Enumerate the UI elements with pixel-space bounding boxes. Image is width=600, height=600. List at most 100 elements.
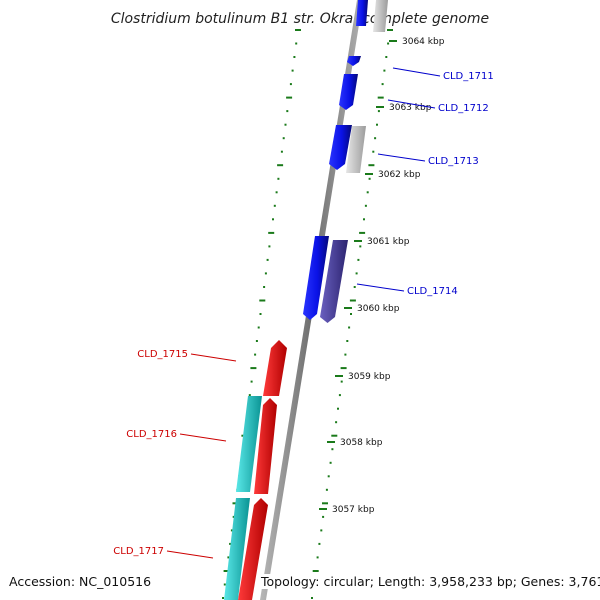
tick-mark-left	[280, 150, 283, 153]
tick-mark-right	[376, 123, 378, 126]
tick-mark-left	[266, 258, 269, 261]
tick-mark-right	[366, 191, 369, 194]
gene-label-leader	[190, 353, 237, 362]
tick-mark-right	[363, 218, 365, 221]
tick-major	[354, 240, 362, 242]
tick-mark-right	[344, 353, 347, 356]
tick-mark-right	[335, 421, 338, 424]
tick-label: 3060 kbp	[357, 304, 400, 314]
tick-mark-left	[250, 380, 253, 383]
tick-mark-right	[322, 515, 325, 518]
tick-major	[335, 375, 343, 377]
tick-mark-right	[311, 597, 313, 599]
tick-mark-left	[255, 340, 258, 342]
tick-mark-left	[222, 597, 224, 599]
tick-mark-left	[273, 204, 276, 207]
tick-mark-right	[350, 313, 352, 315]
tick-mark-right	[322, 502, 328, 505]
tick-major	[389, 40, 397, 42]
gene-label: CLD_1712	[438, 103, 489, 114]
tick-mark-left	[291, 69, 294, 72]
gene-label-leader	[387, 99, 436, 109]
gene-feature-reverse	[263, 340, 287, 396]
tick-mark-right	[338, 394, 341, 397]
tick-mark-left	[227, 556, 230, 559]
tick-mark-right	[320, 529, 323, 532]
tick-label: 3061 kbp	[367, 237, 410, 247]
tick-mark-right	[325, 488, 328, 491]
tick-mark-left	[295, 29, 301, 31]
tick-mark-left	[229, 542, 232, 545]
tick-mark-right	[348, 326, 351, 329]
topology-text: Topology: circular; Length: 3,958,233 bp…	[259, 574, 600, 589]
gene-feature-reverse	[238, 498, 268, 600]
tick-mark-left	[268, 231, 275, 234]
tick-mark-right	[327, 475, 330, 478]
tick-mark-left	[263, 286, 266, 288]
tick-mark-right	[355, 272, 358, 275]
tick-label: 3057 kbp	[332, 505, 375, 515]
tick-mark-right	[359, 245, 362, 248]
tick-mark-right	[383, 69, 386, 72]
gene-label-leader	[179, 433, 227, 442]
gene-label: CLD_1716	[126, 429, 177, 440]
tick-mark-right	[331, 448, 334, 451]
tick-mark-left	[223, 570, 230, 572]
tick-mark-left	[272, 218, 274, 221]
tick-mark-right	[387, 29, 393, 31]
gene-label: CLD_1714	[407, 286, 458, 297]
tick-label: 3058 kbp	[340, 438, 383, 448]
tick-mark-right	[329, 461, 332, 464]
tick-mark-right	[377, 96, 384, 99]
tick-mark-right	[337, 407, 339, 410]
tick-mark-right	[374, 137, 377, 140]
tick-mark-right	[372, 150, 375, 153]
gene-feature-reverse	[254, 398, 277, 494]
gene-label: CLD_1711	[443, 71, 494, 82]
gene-label: CLD_1717	[113, 546, 164, 557]
tick-major	[344, 307, 352, 309]
tick-mark-right	[368, 164, 375, 167]
tick-mark-left	[289, 83, 292, 86]
gene-feature-forward	[339, 74, 358, 110]
tick-mark-left	[277, 164, 284, 167]
tick-mark-right	[381, 83, 384, 86]
tick-mark-left	[286, 110, 289, 113]
gene-label-leader	[377, 153, 426, 162]
tick-mark-left	[248, 394, 251, 397]
tick-mark-right	[340, 367, 347, 370]
tick-mark-left	[232, 515, 235, 518]
tick-mark-right	[312, 570, 319, 572]
labels: CLD_1711 CLD_1712 CLD_1713 CLD_1714 CLD_1715…	[113, 67, 494, 559]
gene-feature-forward	[356, 0, 368, 26]
gene-feature-pseudo	[346, 126, 366, 173]
tick-label: 3064 kbp	[402, 37, 445, 47]
tick-mark-right	[368, 177, 371, 180]
tick-mark-left	[293, 56, 296, 58]
tick-mark-right	[377, 110, 380, 113]
accession-text: Accession: NC_010516	[7, 574, 154, 589]
tick-major	[327, 441, 335, 443]
tick-mark-left	[286, 96, 293, 99]
tick-mark-left	[277, 177, 280, 180]
tick-major	[365, 173, 373, 175]
gene-feature-forward-alt	[320, 240, 348, 323]
tick-mark-left	[295, 42, 298, 45]
tick-mark-left	[264, 272, 267, 275]
tick-mark-left	[259, 299, 266, 302]
tick-label: 3062 kbp	[378, 170, 421, 180]
tick-major	[319, 508, 327, 510]
gene-feature-pseudo	[373, 0, 388, 32]
gene-label: CLD_1715	[137, 349, 188, 360]
tick-mark-right	[346, 340, 349, 342]
tick-marks: 3064 kbp 3063 kbp 3062 kbp 3061 kbp 3060 kbp…	[222, 29, 445, 599]
gene-features	[224, 0, 388, 600]
gene-label-leader	[166, 550, 214, 559]
tick-mark-left	[282, 137, 285, 140]
tick-mark-right	[331, 434, 338, 437]
gene-feature-reverse-alt	[236, 396, 262, 492]
tick-mark-left	[254, 353, 257, 356]
tick-mark-left	[230, 529, 233, 532]
tick-mark-right	[340, 380, 343, 383]
